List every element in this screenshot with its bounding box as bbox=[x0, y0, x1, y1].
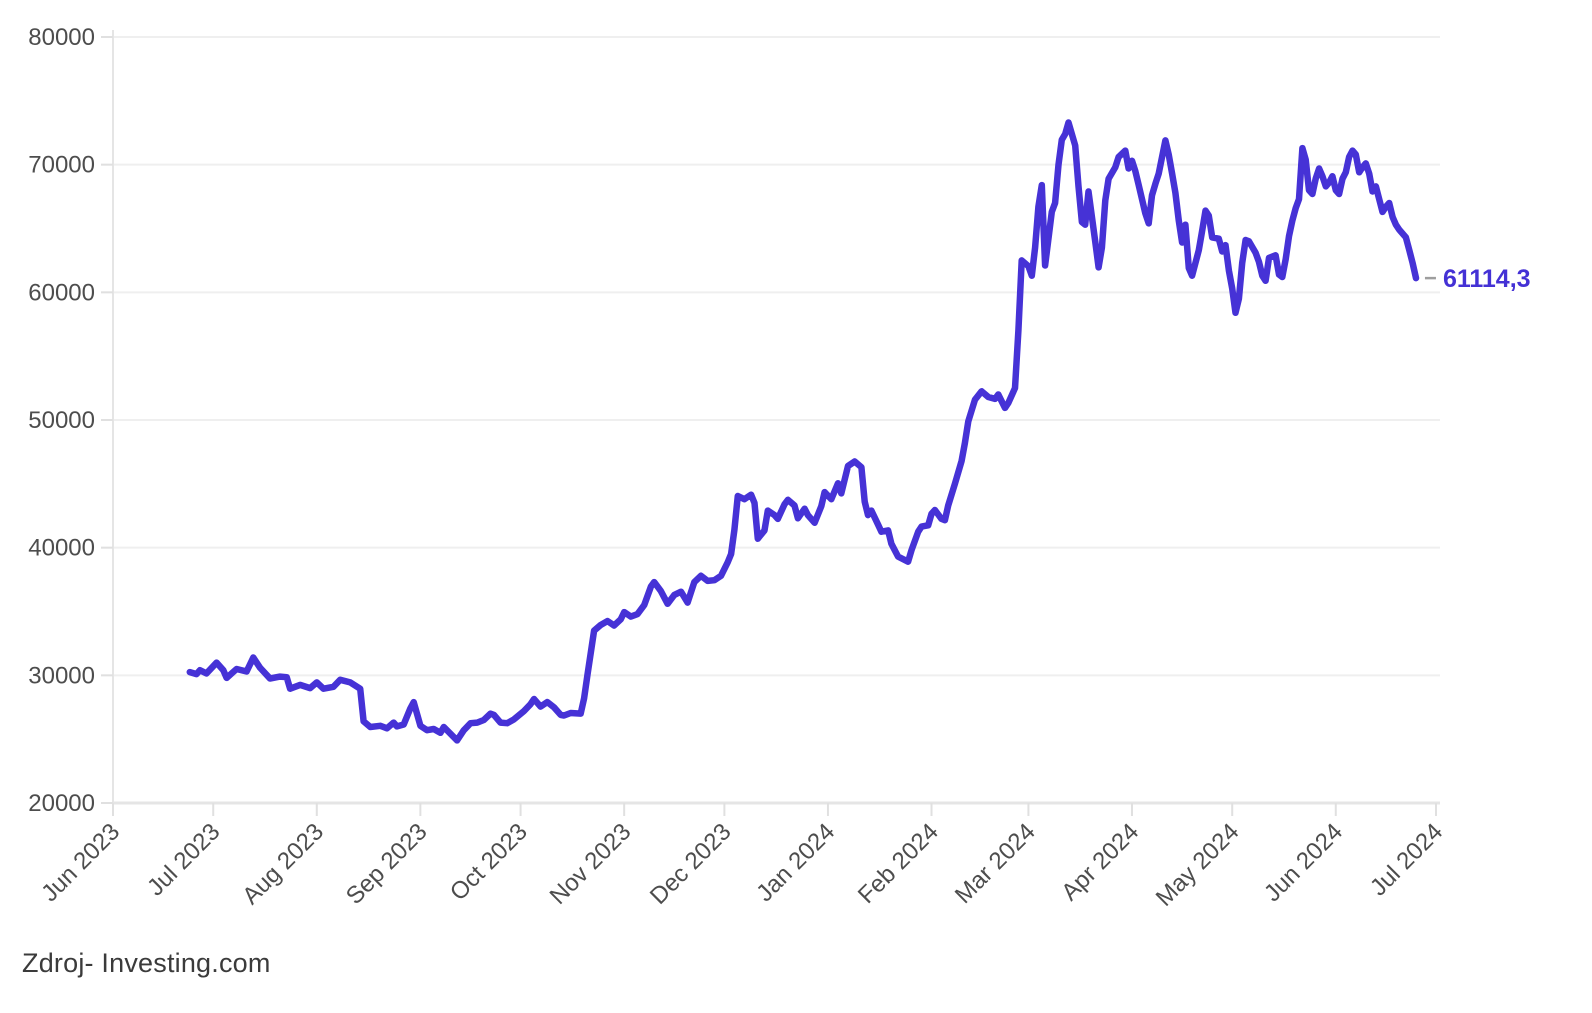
axes bbox=[112, 30, 1440, 805]
last-price-annotation: 61114,3 bbox=[1424, 265, 1531, 293]
price-line-path[interactable] bbox=[186, 119, 1420, 744]
y-tick-label: 80000 bbox=[28, 24, 95, 51]
y-tick-label: 30000 bbox=[28, 662, 95, 689]
y-tick-label: 50000 bbox=[28, 407, 95, 434]
x-tick-label: Jul 2023 bbox=[142, 818, 225, 901]
y-tick-label: 40000 bbox=[28, 535, 95, 562]
x-tick-label: Apr 2024 bbox=[1056, 818, 1144, 906]
x-tick-label: Dec 2023 bbox=[645, 818, 737, 910]
x-tick-label: Jun 2023 bbox=[36, 818, 125, 907]
x-tick-label: Oct 2023 bbox=[445, 818, 533, 906]
source-attribution: Zdroj- Investing.com bbox=[22, 948, 271, 978]
x-tick-label: May 2024 bbox=[1151, 818, 1245, 912]
y-axis-tick-labels: 20000 30000 40000 50000 60000 70000 80000 bbox=[28, 24, 113, 817]
y-tick-label: 20000 bbox=[28, 790, 95, 817]
x-tick-label: Mar 2024 bbox=[950, 818, 1041, 909]
x-tick-label: Nov 2023 bbox=[545, 818, 637, 910]
x-tick-label: Jun 2024 bbox=[1259, 818, 1348, 907]
x-tick-label: Jul 2024 bbox=[1365, 818, 1448, 901]
y-tick-label: 70000 bbox=[28, 152, 95, 179]
last-price-label: 61114,3 bbox=[1443, 265, 1531, 293]
x-tick-label: Aug 2023 bbox=[237, 818, 329, 910]
x-tick-label: Feb 2024 bbox=[853, 818, 944, 909]
x-tick-label: Jan 2024 bbox=[751, 818, 840, 907]
gridlines bbox=[113, 36, 1440, 804]
y-tick-label: 60000 bbox=[28, 279, 95, 306]
x-axis-tick-labels: Jun 2023 Jul 2023 Aug 2023 Sep 2023 Oct 2023… bbox=[36, 803, 1448, 912]
price-line[interactable] bbox=[186, 119, 1420, 744]
x-tick-label: Sep 2023 bbox=[341, 818, 433, 910]
